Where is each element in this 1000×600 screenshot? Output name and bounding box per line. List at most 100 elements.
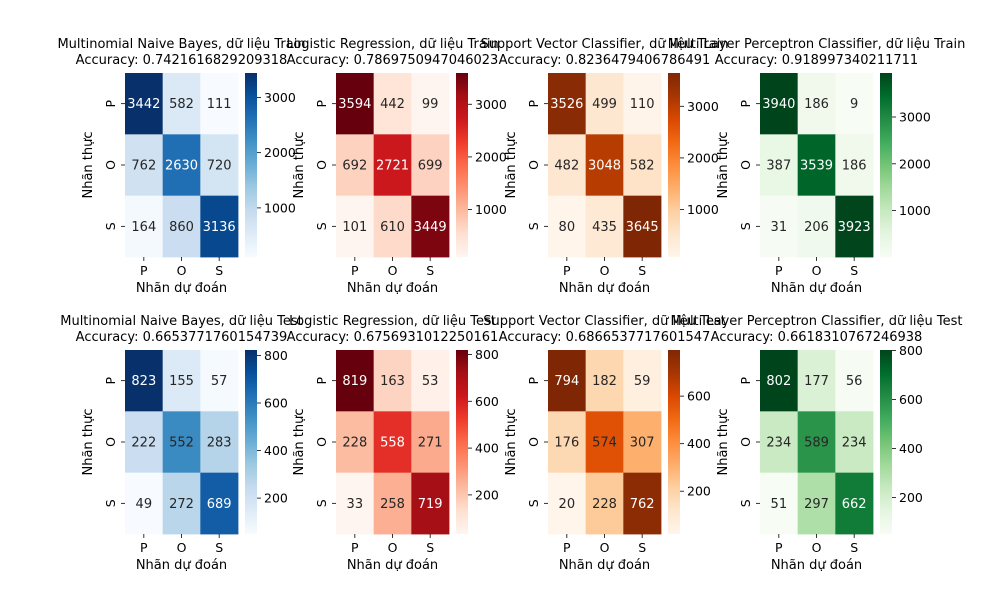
cell-value-label: 720 xyxy=(207,159,232,174)
x-tick-label: P xyxy=(775,263,783,278)
cell-value-label: 482 xyxy=(554,159,579,174)
heatmap-cell xyxy=(411,350,450,412)
cell-value-label: 442 xyxy=(380,97,405,112)
cell-value-label: 692 xyxy=(342,159,367,174)
heatmap-cell xyxy=(760,195,799,258)
heatmap-cell xyxy=(623,73,662,135)
cell-value-label: 3449 xyxy=(414,220,447,235)
confusion-matrix-panel-8: Multi Layer Perceptron Classifier, dữ li… xyxy=(670,314,962,573)
x-tick-label: P xyxy=(351,540,359,555)
colorbar xyxy=(880,73,892,257)
heatmap-cell xyxy=(623,472,662,535)
y-tick-label: P xyxy=(738,376,753,384)
heatmap-cell xyxy=(125,195,164,258)
heatmap-cell xyxy=(548,411,587,474)
heatmap-cell xyxy=(548,350,587,412)
cell-value-label: 234 xyxy=(842,436,867,451)
heatmap-cell xyxy=(411,73,450,135)
cell-value-label: 155 xyxy=(169,374,194,389)
cell-value-label: 3594 xyxy=(338,97,371,112)
heatmap-cell xyxy=(797,411,836,474)
panel-title: Support Vector Classifier, dữ liệu Test xyxy=(483,314,726,329)
heatmap-cell xyxy=(336,472,375,535)
x-tick-label: S xyxy=(215,263,223,278)
y-tick-label: S xyxy=(103,499,118,507)
heatmap-cell xyxy=(162,134,201,197)
cell-value-label: 163 xyxy=(380,374,405,389)
colorbar-tick-label: 600 xyxy=(475,394,499,409)
heatmap-cell xyxy=(373,472,412,535)
heatmap-cell xyxy=(585,195,624,258)
heatmap-cell xyxy=(373,411,412,474)
y-tick-label: S xyxy=(103,222,118,230)
heatmap-cell xyxy=(585,472,624,535)
cell-value-label: 283 xyxy=(207,436,232,451)
cell-value-label: 271 xyxy=(418,436,443,451)
y-tick-label: O xyxy=(103,160,118,170)
colorbar-tick-label: 2000 xyxy=(687,150,719,165)
y-tick-label: P xyxy=(314,99,329,107)
confusion-matrix-panel-7: Support Vector Classifier, dữ liệu TestA… xyxy=(483,314,726,573)
cell-value-label: 819 xyxy=(342,374,367,389)
x-tick-label: P xyxy=(351,263,359,278)
panel-title: Multinomial Naive Bayes, dữ liệu Test xyxy=(60,314,303,329)
heatmap-cell xyxy=(760,411,799,474)
cell-value-label: 59 xyxy=(634,374,651,389)
heatmap-cell xyxy=(760,350,799,412)
heatmap-cell xyxy=(200,350,239,412)
colorbar-tick-label: 800 xyxy=(475,347,499,362)
x-tick-label: S xyxy=(638,540,646,555)
colorbar-tick-label: 1000 xyxy=(264,200,296,215)
panel-subtitle: Accuracy: 0.6866537717601547 xyxy=(499,330,711,345)
heatmap-cell xyxy=(162,195,201,258)
cell-value-label: 33 xyxy=(347,497,364,512)
cell-value-label: 228 xyxy=(592,497,617,512)
cell-value-label: 258 xyxy=(380,497,405,512)
y-tick-label: S xyxy=(526,499,541,507)
colorbar xyxy=(668,350,680,534)
panel-subtitle: Accuracy: 0.918997340211711 xyxy=(715,53,918,68)
cell-value-label: 2721 xyxy=(376,159,409,174)
heatmap-cell xyxy=(373,134,412,197)
y-tick-label: O xyxy=(103,437,118,447)
cell-value-label: 228 xyxy=(342,436,367,451)
cell-value-label: 101 xyxy=(342,220,367,235)
panel-subtitle: Accuracy: 0.6653771760154739 xyxy=(76,330,288,345)
heatmap-cell xyxy=(336,350,375,412)
colorbar-tick-label: 3000 xyxy=(899,109,931,124)
heatmap-cell xyxy=(162,411,201,474)
x-tick-label: P xyxy=(140,263,148,278)
y-tick-label: S xyxy=(314,499,329,507)
panel-subtitle: Accuracy: 0.7421616829209318 xyxy=(76,53,288,68)
cell-value-label: 823 xyxy=(131,374,156,389)
y-tick-label: P xyxy=(526,99,541,107)
cell-value-label: 182 xyxy=(592,374,617,389)
cell-value-label: 582 xyxy=(169,97,194,112)
cell-value-label: 57 xyxy=(211,374,228,389)
cell-value-label: 802 xyxy=(766,374,791,389)
colorbar-tick-label: 1000 xyxy=(475,202,507,217)
heatmap-cell xyxy=(797,73,836,135)
heatmap-cell xyxy=(411,195,450,258)
cell-value-label: 558 xyxy=(380,436,405,451)
heatmap-cell xyxy=(835,472,874,535)
cell-value-label: 387 xyxy=(766,159,791,174)
heatmap-cell xyxy=(835,411,874,474)
x-tick-label: O xyxy=(388,540,398,555)
cell-value-label: 31 xyxy=(771,220,788,235)
heatmap-cell xyxy=(200,472,239,535)
cell-value-label: 860 xyxy=(169,220,194,235)
x-tick-label: P xyxy=(563,540,571,555)
heatmap-cell xyxy=(760,472,799,535)
heatmap-cell xyxy=(125,134,164,197)
y-tick-label: O xyxy=(314,437,329,447)
colorbar xyxy=(456,73,468,257)
y-axis-label: Nhãn thực xyxy=(292,408,307,475)
cell-value-label: 699 xyxy=(418,159,443,174)
y-tick-label: O xyxy=(526,437,541,447)
colorbar-tick-label: 400 xyxy=(899,441,923,456)
heatmap-cell xyxy=(835,195,874,258)
x-tick-label: S xyxy=(638,263,646,278)
y-tick-label: S xyxy=(738,499,753,507)
